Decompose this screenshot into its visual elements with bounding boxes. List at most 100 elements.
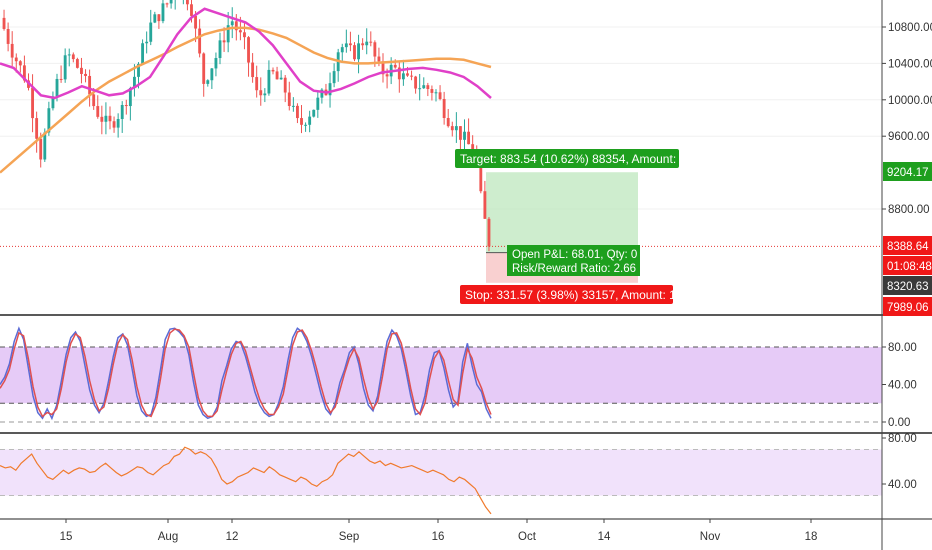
rsi-band: [0, 449, 882, 496]
pnl-box[interactable]: Open P&L: 68.01, Qty: 0 Risk/Reward Rati…: [507, 245, 640, 276]
rsi-tick-label: 80.00: [888, 433, 917, 445]
stochastic-d-line: [0, 328, 492, 418]
candle-body: [369, 41, 373, 43]
candle-body: [365, 41, 369, 46]
sma-line: [0, 26, 492, 174]
candle-body: [275, 71, 279, 80]
price-panel[interactable]: Target: 883.54 (10.62%) 88354, Amount: 1…: [0, 0, 882, 304]
candle-body: [263, 93, 267, 96]
stop-price-badge-text: 7989.06: [887, 302, 929, 314]
time-tick-label: 16: [432, 531, 445, 543]
candle-body: [141, 43, 145, 64]
candle-body: [426, 85, 430, 90]
pnl-box-bg: [507, 245, 640, 276]
candle-body: [226, 25, 230, 43]
stochastic-tick-label: 40.00: [888, 380, 917, 392]
candle-body: [137, 63, 140, 77]
target-price-badge: [883, 162, 932, 181]
candle-body: [442, 98, 446, 118]
candle-body: [414, 76, 418, 89]
candle-body: [243, 32, 246, 38]
candle-body: [71, 54, 75, 60]
candle-body: [230, 21, 234, 26]
candle-body: [446, 117, 450, 127]
candle-body: [422, 85, 426, 89]
target-label[interactable]: Target: 883.54 (10.62%) 88354, Amount: 1…: [455, 149, 707, 168]
candle-body: [279, 77, 283, 80]
candle-body: [259, 90, 263, 96]
candle-body: [467, 131, 471, 145]
candle-body: [487, 218, 491, 247]
stochastic-rsi-panel[interactable]: [0, 326, 882, 423]
candle-body: [381, 61, 385, 75]
entry-price-badge: [883, 276, 932, 295]
candle-body: [353, 45, 356, 60]
price-scale[interactable]: 10800.00 10400.00 10000.00 9600.00 8800.00 8…: [881, 0, 932, 550]
candle-body: [238, 30, 242, 33]
candle-body: [255, 77, 259, 91]
entry-price-badge-text: 8320.63: [887, 281, 929, 293]
candle-body: [120, 105, 124, 120]
candle-body: [104, 115, 108, 122]
candle-body: [161, 3, 165, 22]
candle-body: [145, 41, 149, 44]
candle-body: [133, 76, 136, 89]
candle-body: [393, 64, 397, 68]
candle-body: [316, 97, 320, 110]
stop-label[interactable]: Stop: 331.57 (3.98%) 33157, Amount: 1000: [460, 285, 696, 304]
candle-body: [165, 3, 169, 5]
candle-body: [96, 106, 100, 117]
rsi-panel[interactable]: [0, 446, 882, 515]
candle-body: [410, 75, 413, 77]
time-tick-label: Sep: [339, 531, 359, 543]
candle-body: [471, 144, 475, 151]
stochastic-tick-label: 80.00: [888, 342, 917, 354]
candle-body: [39, 138, 43, 160]
target-price-badge-text: 9204.17: [887, 167, 929, 179]
candle-body: [10, 43, 14, 58]
candle-body: [344, 43, 348, 48]
candle-body: [450, 126, 454, 131]
candle-body: [377, 56, 381, 62]
candle-body: [214, 58, 218, 69]
candle-body: [304, 124, 308, 126]
candle-body: [373, 42, 377, 57]
price-ticks: 10800.00 10400.00 10000.00 9600.00 8800.00: [882, 22, 932, 216]
candle-body: [128, 88, 132, 107]
candle-body: [194, 15, 197, 29]
candle-body: [116, 119, 120, 128]
target-zone: [486, 172, 638, 253]
stop-label-bg: [460, 285, 673, 304]
time-tick-label: 14: [598, 531, 611, 543]
rsi-ticks: 80.00 40.00: [882, 433, 917, 491]
price-tick-label: 10400.00: [888, 58, 932, 70]
candle-body: [47, 108, 51, 133]
candle-body: [22, 65, 26, 81]
candle-body: [84, 73, 87, 76]
candle-body: [459, 126, 462, 140]
candle-body: [222, 40, 226, 43]
countdown-badge: [883, 256, 932, 275]
countdown-badge-text: 01:08:48: [887, 261, 932, 273]
candle-body: [190, 4, 193, 16]
target-label-bg: [455, 149, 679, 168]
candle-body: [328, 83, 332, 96]
time-tick-label: 18: [805, 531, 818, 543]
candle-body: [31, 87, 34, 119]
candle-body: [43, 132, 47, 160]
candle-body: [18, 61, 22, 66]
candle-body: [418, 88, 422, 90]
time-axis[interactable]: 15 Aug 12 Sep 16 Oct 14 Nov 18: [60, 519, 818, 543]
candle-body: [202, 53, 206, 84]
candle-body: [112, 121, 116, 128]
ema-line: [0, 7, 492, 100]
time-tick-label: Oct: [518, 531, 537, 543]
stop-price-badge: [883, 297, 932, 316]
time-tick-label: 15: [60, 531, 73, 543]
candle-body: [296, 105, 299, 119]
last-price-badge-text: 8388.64: [887, 241, 929, 253]
candle-body: [320, 89, 324, 98]
last-price-badge: [883, 236, 932, 255]
candle-body: [206, 80, 210, 84]
